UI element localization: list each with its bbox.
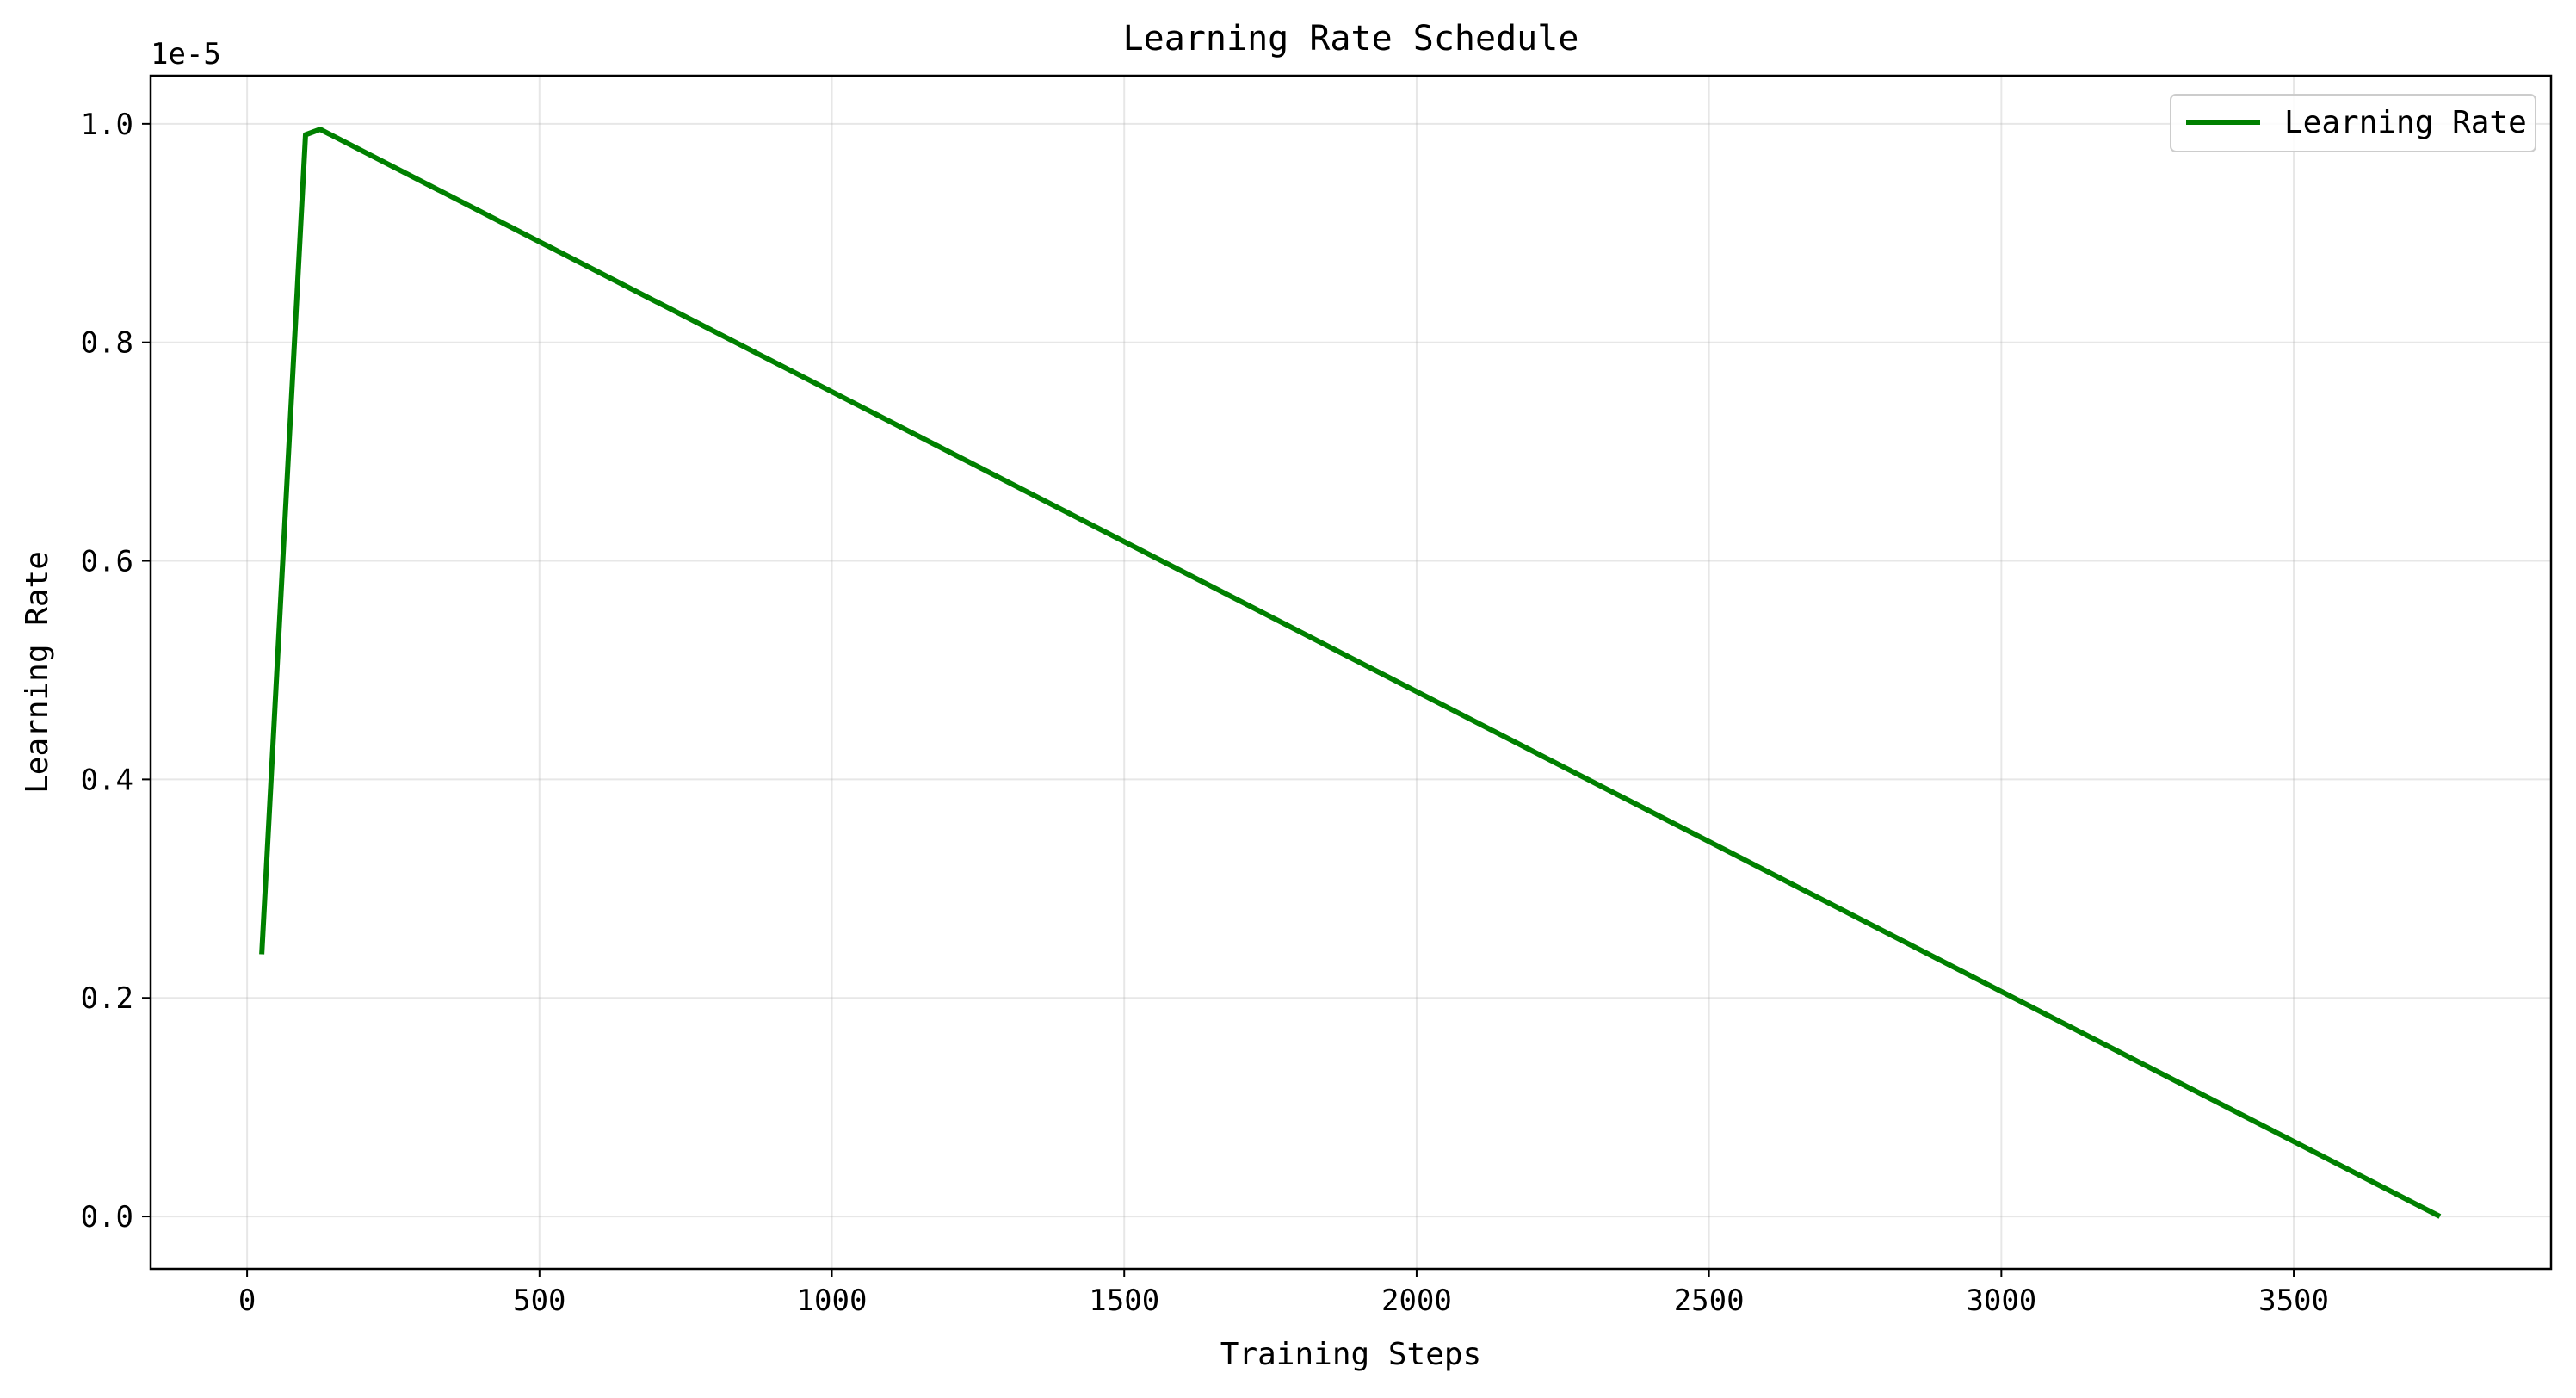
y-tick-label: 0.8 [81,326,133,361]
y-tick-label: 0.2 [81,981,133,1016]
chart-title: Learning Rate Schedule [1123,19,1579,59]
x-tick-label: 2000 [1381,1284,1452,1318]
x-tick-label: 1500 [1089,1284,1159,1318]
series-line-learning-rate [259,127,2442,1219]
series-layer [259,127,2442,1219]
legend-box [2170,94,2536,152]
x-axis-label: Training Steps [1220,1337,1481,1372]
y-tick-label: 0.4 [81,763,133,797]
plot-frame [149,74,2553,1271]
x-tick-label: 3000 [1966,1284,2036,1318]
grid [151,76,2551,1269]
y-tick-label: 1.0 [81,108,133,142]
x-tick-label: 3500 [2258,1284,2329,1318]
legend: Learning Rate [2170,94,2536,152]
x-tick-label: 500 [513,1284,565,1318]
y-tick-label: 0.6 [81,545,133,579]
x-tick-label: 2500 [1674,1284,1745,1318]
x-tick-label: 0 [238,1284,256,1318]
legend-label-learning-rate: Learning Rate [2284,105,2527,140]
ticks: 0 500 1000 1500 2000 2500 3000 3500 0.0 0.2 0.4 0.6… [81,108,2329,1318]
y-axis-offset-label: 1e-5 [151,37,221,71]
y-axis-label: Learning Rate [20,551,55,794]
x-tick-label: 1000 [797,1284,868,1318]
y-tick-label: 0.0 [81,1200,133,1234]
